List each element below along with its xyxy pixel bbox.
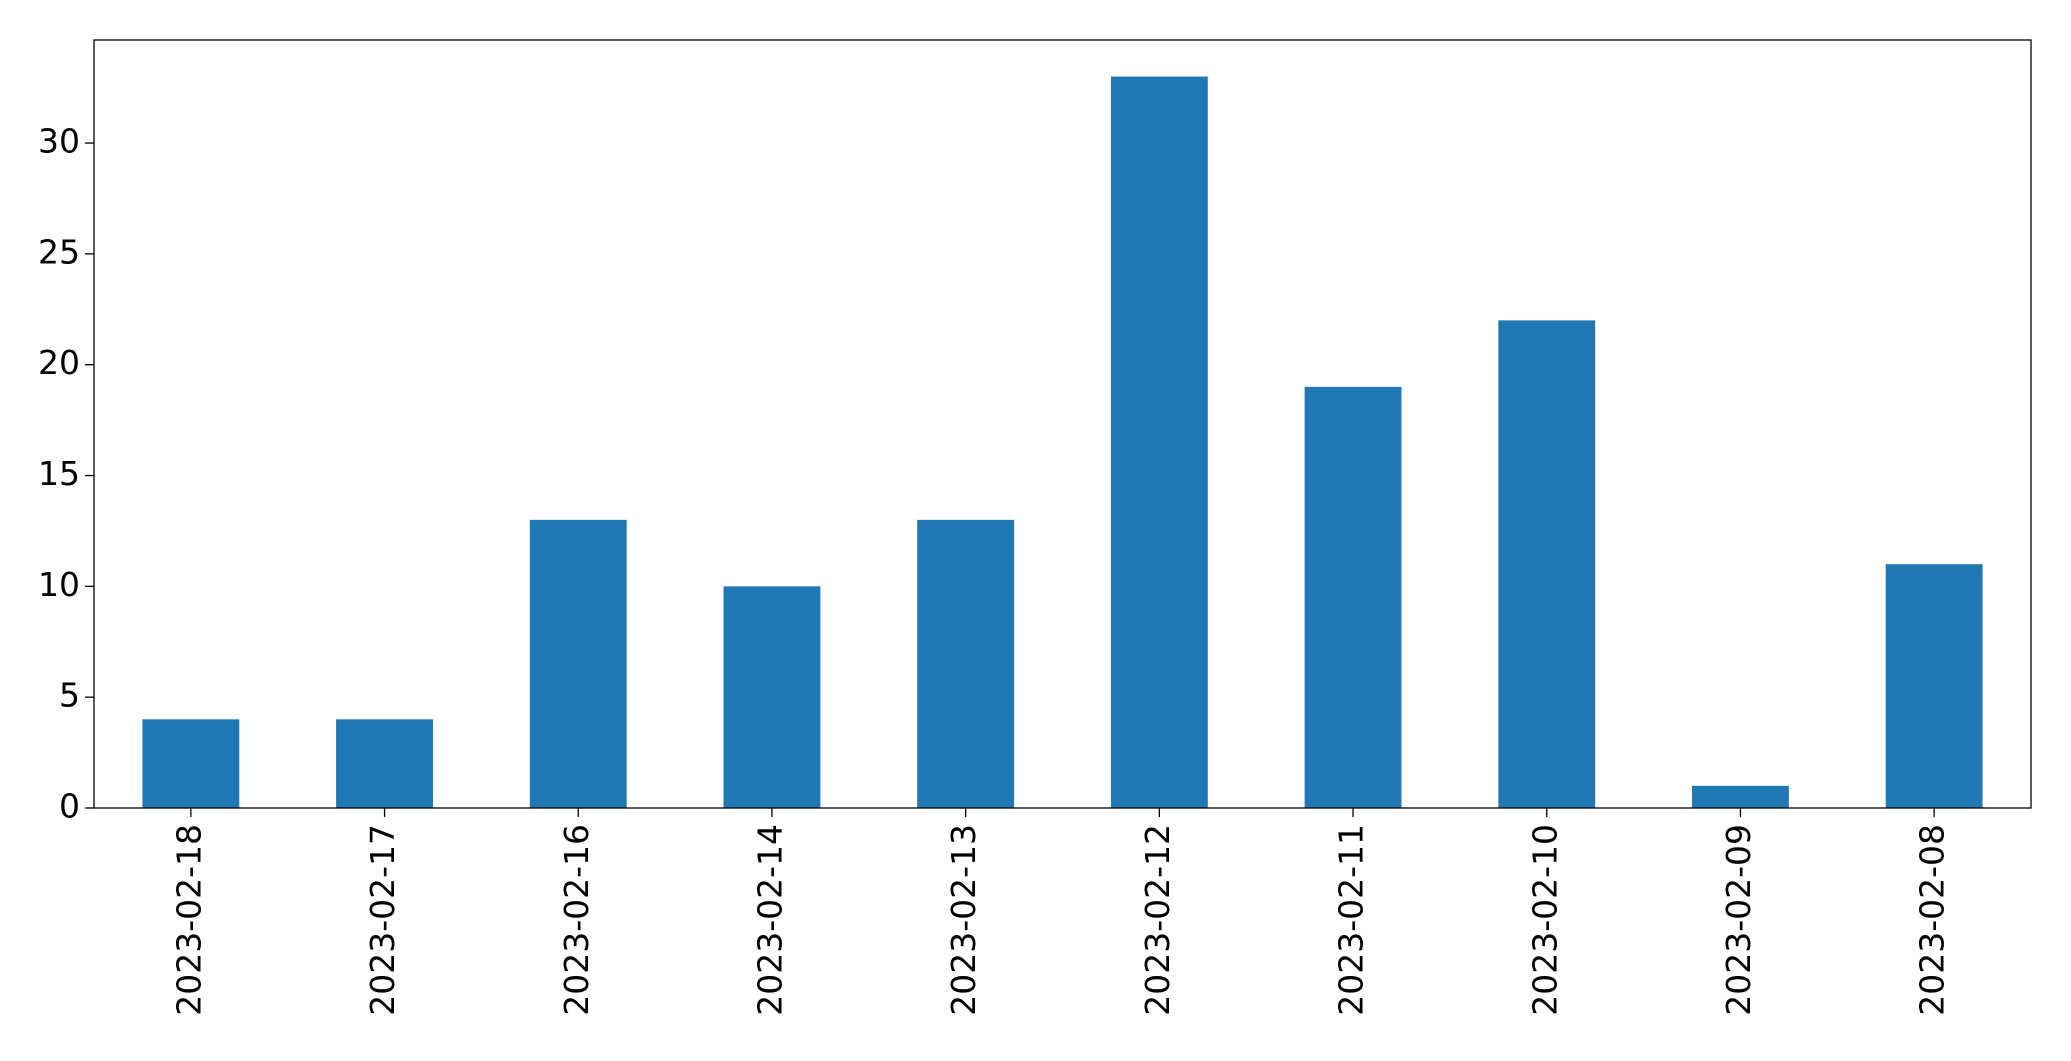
y-tick-label: 15 (38, 454, 80, 493)
plot-frame (93, 39, 2032, 809)
x-tick-label: 2023-02-18 (169, 824, 208, 1016)
x-tick-label: 2023-02-10 (1525, 824, 1564, 1016)
bar (1498, 320, 1596, 808)
y-tick-label: 5 (59, 676, 80, 715)
bar (529, 519, 627, 808)
bar (723, 586, 821, 808)
x-tick-label: 2023-02-11 (1332, 824, 1371, 1016)
bar (142, 719, 240, 808)
x-tick-label: 2023-02-16 (557, 824, 596, 1016)
x-tick-label: 2023-02-13 (944, 824, 983, 1016)
x-tick-label: 2023-02-08 (1913, 824, 1952, 1016)
x-tick-label: 2023-02-09 (1719, 824, 1758, 1016)
bar (917, 519, 1015, 808)
bar (1110, 76, 1208, 809)
bar (1692, 785, 1789, 808)
bar (1885, 564, 1983, 808)
y-tick-label: 10 (38, 565, 80, 604)
y-tick-label: 30 (38, 122, 80, 161)
bar (1304, 386, 1402, 808)
x-tick-label: 2023-02-14 (750, 824, 789, 1016)
bar (336, 719, 433, 808)
x-tick-label: 2023-02-12 (1138, 824, 1177, 1016)
y-tick-label: 25 (38, 232, 80, 271)
y-tick-label: 0 (59, 787, 80, 826)
y-tick-label: 20 (38, 343, 80, 382)
x-tick-label: 2023-02-17 (363, 824, 402, 1016)
